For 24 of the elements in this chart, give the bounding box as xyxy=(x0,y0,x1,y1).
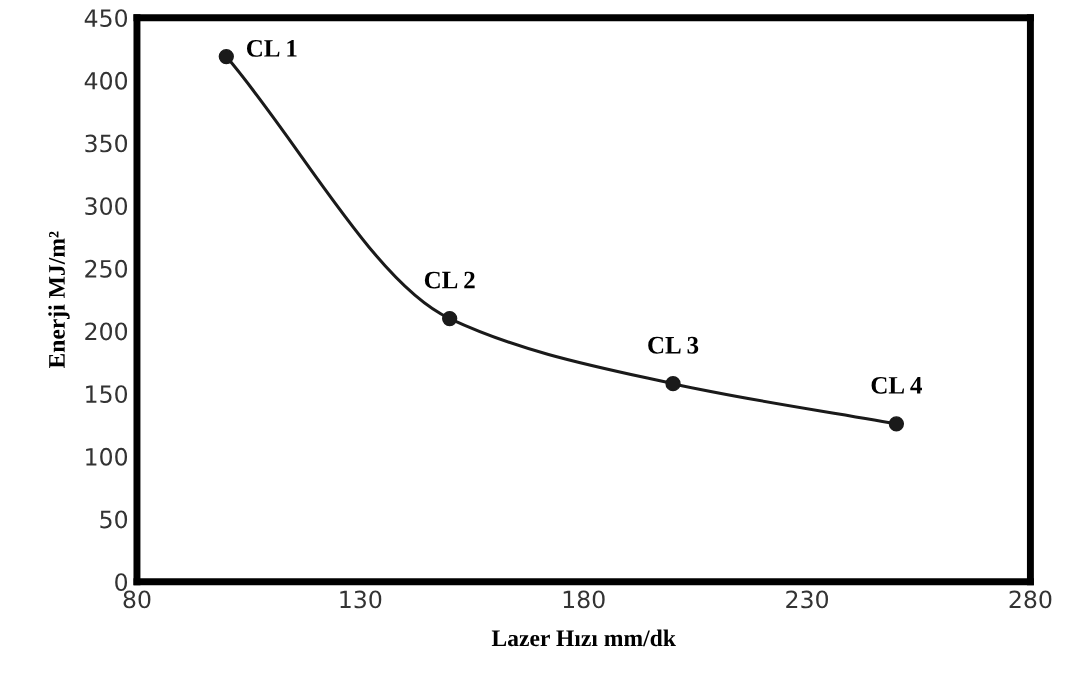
annotation: CL 3 xyxy=(648,336,699,354)
point xyxy=(442,310,458,327)
annotation: CL 4 xyxy=(871,376,922,394)
x-tick-label: 80 xyxy=(123,590,151,609)
y-tick-label: 450 xyxy=(84,9,128,28)
y-tick-label: 100 xyxy=(86,447,128,466)
point xyxy=(218,48,234,65)
x-tick-label: 230 xyxy=(786,590,829,609)
point xyxy=(888,416,905,432)
y-tick-label: 150 xyxy=(86,385,128,404)
x-tick-label: 130 xyxy=(340,590,382,609)
y-tick-label: 50 xyxy=(100,510,128,529)
point xyxy=(665,376,681,392)
x-tick-label: 180 xyxy=(563,590,605,609)
y-tick-label: 250 xyxy=(85,259,128,278)
y-axis-title: Enerji MJ/m² xyxy=(48,231,70,369)
x-axis-title: Lazer Hızı mm/dk xyxy=(491,629,676,647)
annotation: CL 2 xyxy=(424,271,475,289)
y-tick-label: 300 xyxy=(85,197,128,216)
annotation: CL 1 xyxy=(246,40,297,57)
y-tick-label: 400 xyxy=(84,71,128,90)
x-tick-label: 280 xyxy=(1009,590,1052,609)
y-tick-label: 200 xyxy=(85,322,128,341)
y-tick-label: 350 xyxy=(85,134,128,153)
